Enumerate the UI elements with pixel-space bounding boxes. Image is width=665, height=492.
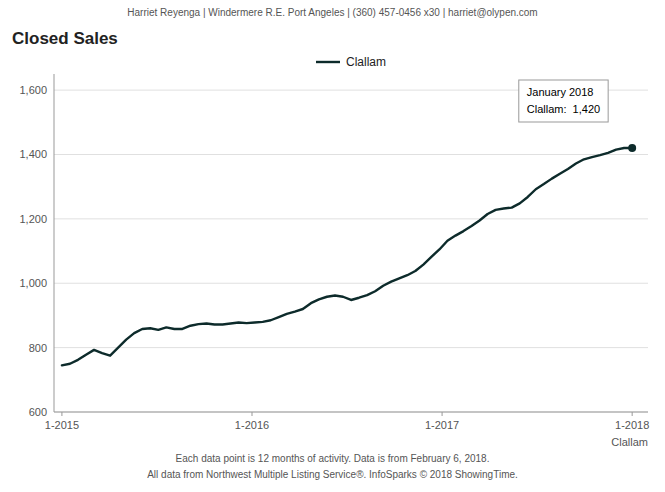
line (62, 148, 632, 365)
y-tick-label: 1,000 (19, 277, 47, 289)
plot-area (62, 144, 636, 365)
grid-line (54, 218, 648, 219)
y-tick-label: 600 (29, 406, 47, 418)
x-tick-label: 1-2018 (615, 419, 649, 431)
x-tick (442, 412, 443, 416)
grid (54, 90, 648, 412)
x-tick-label: 1-2015 (45, 419, 79, 431)
annotation: January 2018 (527, 86, 594, 98)
legend-swatch (316, 61, 340, 63)
chart: Harriet Reyenga | Windermere R.E. Port A… (0, 0, 665, 492)
x-axis-label: Clallam (611, 436, 648, 448)
grid-line (54, 154, 648, 155)
x-tick (61, 412, 62, 416)
background (0, 0, 665, 492)
legend-label: Clallam (346, 55, 386, 69)
grid-line (54, 347, 648, 348)
x-tick-label: 1-2017 (425, 419, 459, 431)
x-tick (632, 412, 633, 416)
footnote: All data from Northwest Multiple Listing… (147, 469, 518, 480)
subtitle: Harriet Reyenga | Windermere R.E. Port A… (127, 7, 537, 18)
grid-line (54, 412, 648, 413)
x-tick (252, 412, 253, 416)
y-axis-line (54, 74, 55, 412)
grid-line (54, 283, 648, 284)
tooltip: January 2018 Clallam: 1,420 (519, 80, 608, 122)
annotation: Clallam: 1,420 (527, 103, 600, 115)
y-tick-label: 1,600 (19, 84, 47, 96)
y-tick-label: 1,400 (19, 148, 47, 160)
x-tick-label: 1-2016 (235, 419, 269, 431)
y-tick-label: 800 (29, 342, 47, 354)
legend: Clallam (316, 55, 386, 69)
title: Closed Sales (12, 29, 118, 48)
last-point (628, 144, 636, 152)
tooltip-box (519, 80, 608, 122)
y-tick-label: 1,200 (19, 213, 47, 225)
x-axis-line (54, 412, 648, 413)
footnote: Each data point is 12 months of activity… (176, 453, 490, 464)
